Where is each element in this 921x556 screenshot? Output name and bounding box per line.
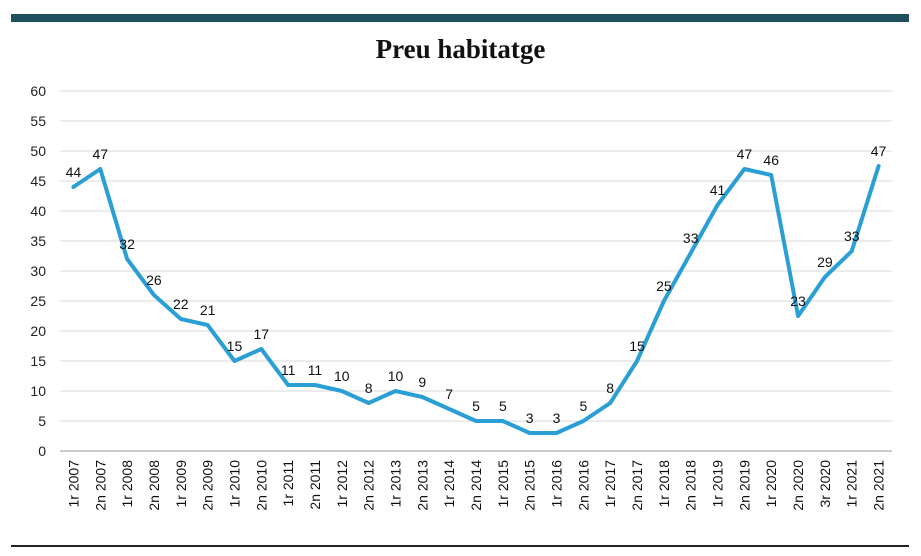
data-label: 15 — [227, 338, 243, 354]
bottom-rule — [11, 545, 909, 547]
x-tick-label: 1r 2015 — [495, 460, 511, 508]
y-tick-label: 30 — [30, 263, 46, 279]
x-tick-label: 2n 2010 — [253, 460, 269, 511]
x-tick-label: 1r 2012 — [334, 460, 350, 508]
data-label: 3 — [526, 410, 534, 426]
x-tick-label: 1r 2014 — [441, 460, 457, 508]
data-label: 47 — [737, 146, 753, 162]
y-tick-label: 35 — [30, 233, 46, 249]
x-tick-label: 2n 2021 — [871, 460, 887, 511]
x-tick-label: 1r 2011 — [280, 460, 296, 507]
x-tick-label: 1r 2008 — [119, 460, 135, 508]
x-tick-label: 2n 2017 — [629, 460, 645, 511]
data-label: 10 — [334, 368, 350, 384]
x-tick-label: 1r 2017 — [602, 460, 618, 508]
x-tick-label: 2n 2007 — [92, 460, 108, 511]
data-label: 44 — [66, 164, 82, 180]
y-tick-label: 5 — [38, 413, 46, 429]
data-label: 8 — [365, 380, 373, 396]
y-tick-label: 60 — [30, 83, 46, 99]
x-tick-label: 1r 2020 — [763, 460, 779, 508]
x-tick-label: 1r 2018 — [656, 460, 672, 508]
data-label: 22 — [173, 296, 189, 312]
y-tick-label: 55 — [30, 113, 46, 129]
x-tick-label: 1r 2016 — [549, 460, 565, 508]
data-label: 11 — [281, 362, 296, 378]
data-label: 21 — [200, 302, 216, 318]
y-axis: 0 5 10 15 20 25 30 35 40 45 50 55 60 — [30, 83, 46, 459]
data-label: 33 — [844, 228, 860, 244]
x-tick-label: 1r 2013 — [387, 460, 403, 508]
data-label: 15 — [629, 338, 645, 354]
x-tick-label: 3r 2020 — [817, 460, 833, 508]
data-label: 17 — [254, 326, 270, 342]
data-label: 33 — [683, 230, 699, 246]
data-label: 5 — [499, 398, 507, 414]
chart-title: Preu habitatge — [375, 34, 546, 64]
data-label: 46 — [763, 152, 779, 168]
data-label: 47 — [92, 146, 108, 162]
y-tick-label: 20 — [30, 323, 46, 339]
y-tick-label: 10 — [30, 383, 46, 399]
data-label: 32 — [119, 236, 135, 252]
x-tick-label: 1r 2019 — [710, 460, 726, 508]
data-label: 47 — [871, 143, 887, 159]
x-tick-label: 1r 2021 — [844, 460, 860, 508]
y-tick-label: 25 — [30, 293, 46, 309]
y-tick-label: 40 — [30, 203, 46, 219]
data-label: 10 — [388, 368, 404, 384]
data-label: 7 — [445, 386, 453, 402]
data-label: 5 — [579, 398, 587, 414]
x-tick-label: 2n 2020 — [790, 460, 806, 511]
top-rule — [11, 14, 909, 22]
x-tick-label: 2n 2012 — [361, 460, 377, 511]
series-line — [71, 164, 881, 435]
x-tick-label: 2n 2016 — [575, 460, 591, 511]
y-tick-label: 0 — [38, 443, 46, 459]
data-label: 29 — [817, 254, 833, 270]
data-label: 9 — [418, 374, 426, 390]
y-tick-label: 15 — [30, 353, 46, 369]
y-tick-label: 50 — [30, 143, 46, 159]
x-tick-label: 2n 2011 — [307, 460, 323, 510]
x-tick-label: 2n 2018 — [683, 460, 699, 511]
x-tick-label: 2n 2014 — [468, 460, 484, 511]
data-label: 8 — [606, 380, 614, 396]
data-label: 3 — [553, 410, 561, 426]
x-tick-label: 2n 2019 — [736, 460, 752, 511]
data-label: 41 — [710, 182, 726, 198]
data-label: 5 — [472, 398, 480, 414]
y-tick-label: 45 — [30, 173, 46, 189]
x-tick-label: 2n 2013 — [414, 460, 430, 511]
x-tick-label: 2n 2009 — [200, 460, 216, 511]
x-tick-label: 1r 2007 — [65, 460, 81, 508]
data-label: 26 — [146, 272, 162, 288]
data-label: 25 — [656, 278, 672, 294]
x-tick-label: 1r 2009 — [173, 460, 189, 508]
x-tick-label: 2n 2015 — [522, 460, 538, 511]
x-tick-label: 1r 2010 — [226, 460, 242, 508]
data-label: 11 — [308, 362, 323, 378]
x-tick-label: 2n 2008 — [146, 460, 162, 511]
x-axis: 1r 2007 2n 2007 1r 2008 2n 2008 1r 2009 2n 20… — [65, 460, 886, 511]
data-label: 23 — [790, 293, 806, 309]
gridlines — [60, 90, 892, 452]
